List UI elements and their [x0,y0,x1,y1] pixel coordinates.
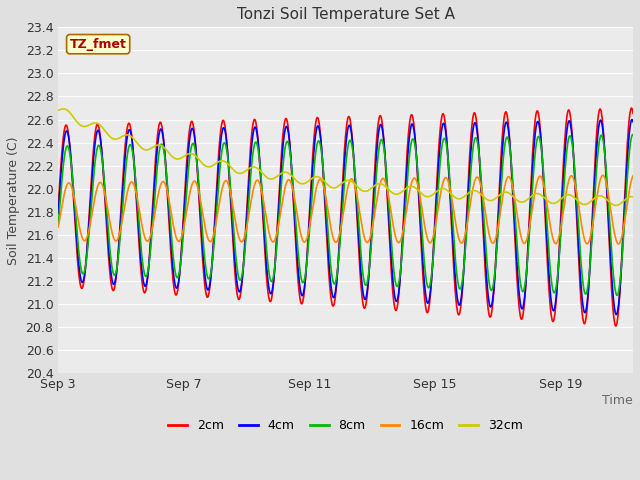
16cm [122,195,130,201]
8cm [613,292,621,298]
32cm [299,181,307,187]
2cm [321,192,328,198]
16cm [310,197,318,203]
16cm [614,241,622,247]
8cm [310,166,318,172]
8cm [122,162,130,168]
2cm [629,110,637,116]
Line: 8cm: 8cm [58,134,633,295]
16cm [298,236,306,242]
Legend: 2cm, 4cm, 8cm, 16cm, 32cm: 2cm, 4cm, 8cm, 16cm, 32cm [163,414,528,437]
4cm [628,117,636,122]
Line: 32cm: 32cm [58,109,633,205]
4cm [122,143,130,149]
2cm [381,159,389,165]
32cm [321,179,328,185]
32cm [310,174,318,180]
8cm [629,132,637,138]
4cm [629,119,637,125]
4cm [298,293,306,299]
4cm [54,211,62,216]
16cm [629,173,637,179]
16cm [599,172,607,178]
Line: 4cm: 4cm [58,120,633,314]
32cm [99,125,107,131]
2cm [54,203,62,209]
Text: TZ_fmet: TZ_fmet [70,37,127,51]
8cm [629,132,637,137]
2cm [99,162,106,168]
32cm [54,108,62,113]
4cm [612,312,620,317]
2cm [298,300,306,306]
32cm [612,203,620,208]
2cm [122,133,130,139]
Title: Tonzi Soil Temperature Set A: Tonzi Soil Temperature Set A [237,7,454,22]
2cm [612,323,620,329]
2cm [628,105,636,111]
4cm [99,159,106,165]
32cm [629,194,637,200]
8cm [321,180,328,186]
4cm [321,185,328,191]
16cm [381,179,389,185]
8cm [381,157,389,163]
32cm [60,106,67,112]
4cm [310,147,318,153]
4cm [381,157,389,163]
16cm [54,224,62,230]
16cm [321,187,328,193]
32cm [123,132,131,138]
8cm [54,222,62,228]
Y-axis label: Soil Temperature (C): Soil Temperature (C) [7,136,20,264]
8cm [99,162,106,168]
32cm [382,184,390,190]
Line: 2cm: 2cm [58,108,633,326]
8cm [298,279,306,285]
Text: Time: Time [602,394,633,407]
2cm [310,135,318,141]
Line: 16cm: 16cm [58,175,633,244]
16cm [99,183,106,189]
